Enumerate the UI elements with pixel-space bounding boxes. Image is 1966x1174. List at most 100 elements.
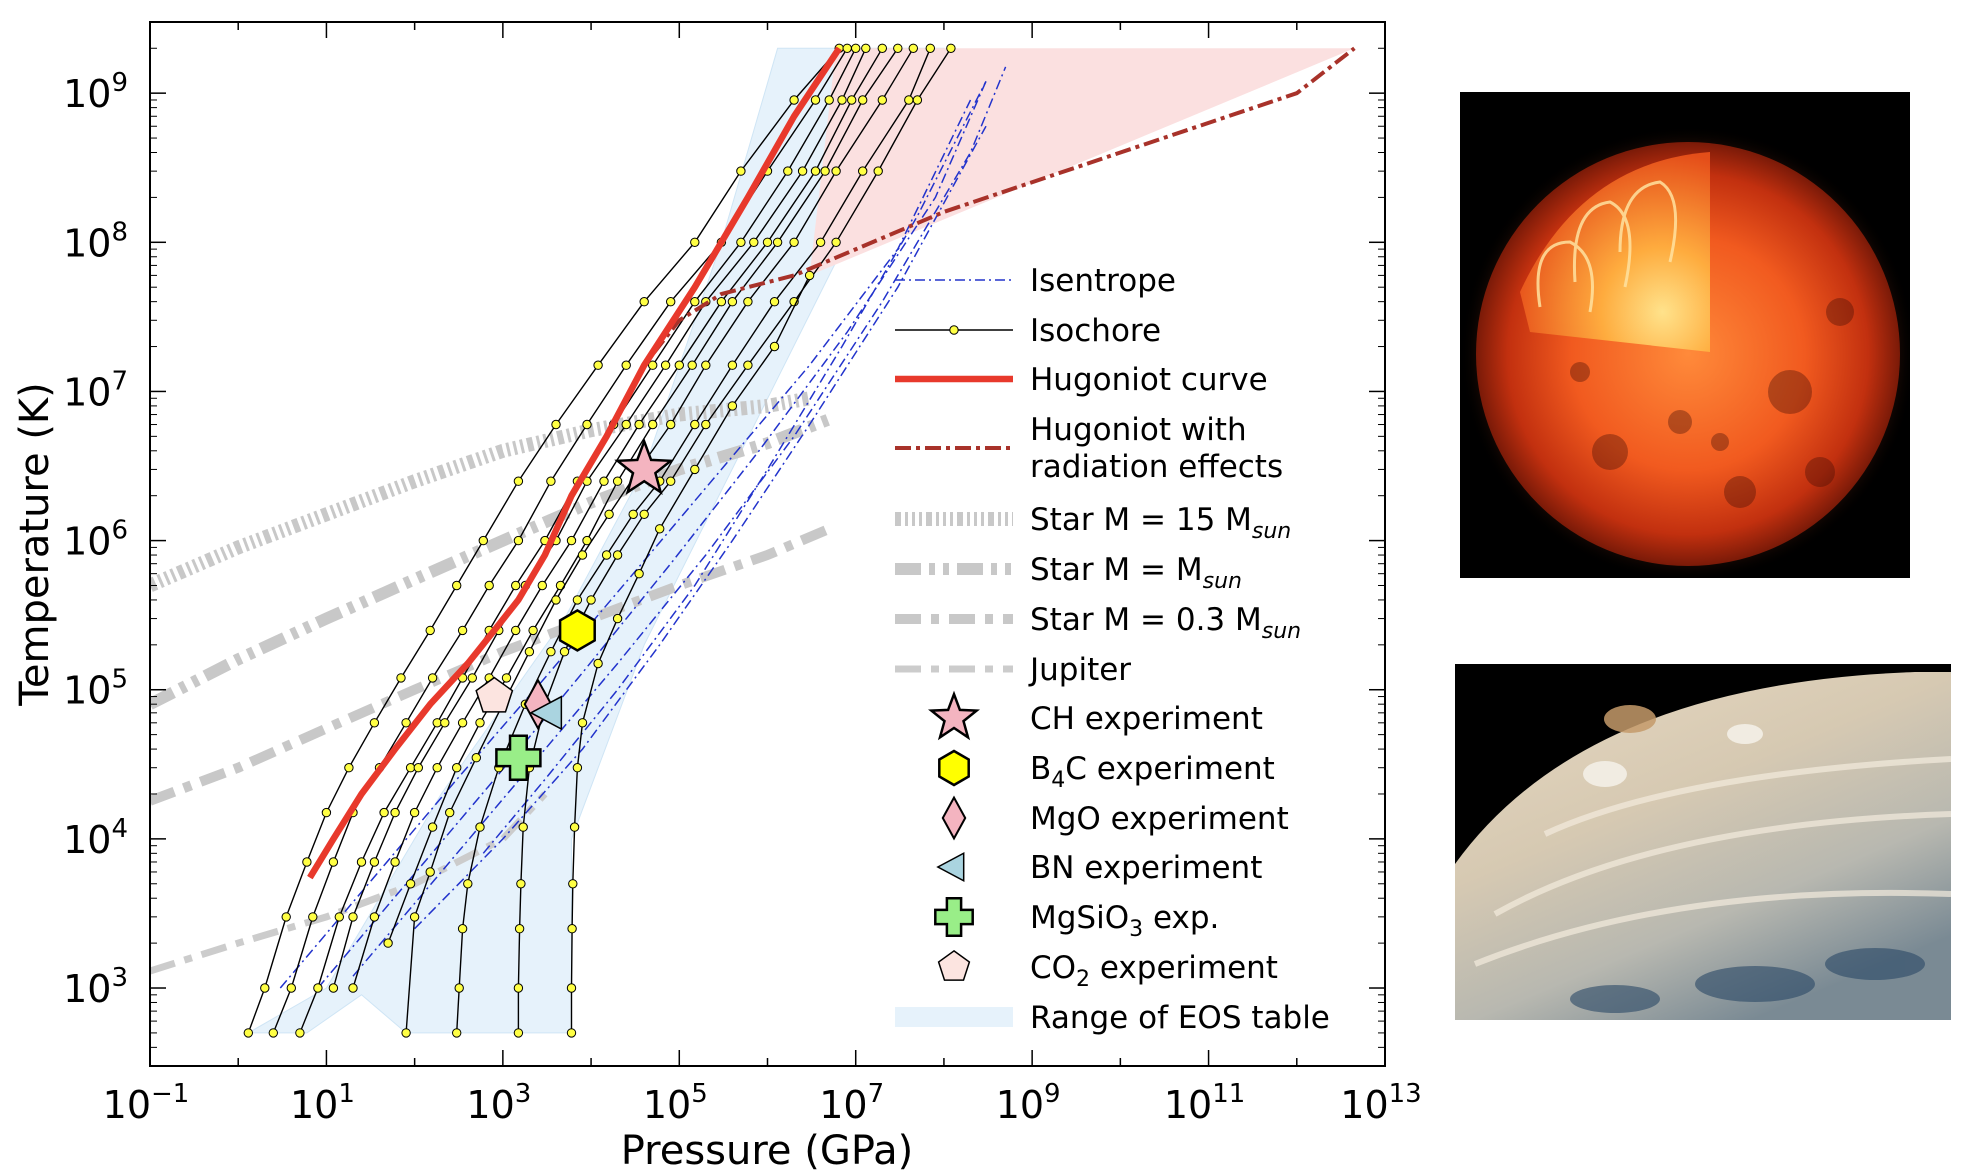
legend-marker-label-0: CH experiment [1030,701,1263,737]
isochore-6-point-4 [471,753,481,763]
isochore-4-point-2 [390,857,400,867]
isochore-2-point-9 [511,580,521,591]
isochore-5-point-15 [858,95,868,105]
legend-marker-3 [936,852,965,882]
y-axis-label: Temperature (K) [12,382,58,707]
isochore-2-point-2 [334,912,344,922]
sun-cutaway-image [1460,92,1910,578]
x-tick-label-3: 105 [643,1079,708,1127]
isochore-3-point-11 [621,419,631,430]
x-tick-label-4: 107 [819,1079,884,1127]
isochore-6-point-3 [445,807,455,818]
isochore-8-point-16 [873,166,883,176]
isochore-7-point-7 [546,647,556,657]
isochore-7-point-15 [815,237,826,248]
legend-marker-5 [937,949,971,981]
isochore-8-point-4 [518,822,528,832]
x-axis-label: Pressure (GPa) [621,1128,914,1174]
isochore-1-point-13 [621,360,631,370]
experiment-marker-1 [558,608,596,652]
legend-marker-4 [934,897,974,937]
isochore-6-point-7 [551,595,561,605]
isochore-9-point-10 [655,524,665,534]
isentrope-1 [317,81,987,989]
isochore-7-point-0 [452,1028,462,1038]
isochore-7-point-14 [769,297,780,307]
isochore-2-point-13 [648,360,658,370]
star-profiles [150,391,832,975]
isochore-8-point-13 [743,360,753,370]
isochore-6-point-6 [524,647,535,657]
legend-star-label-0: Star M = 15 Msun [1030,502,1291,544]
isochore-3-point-3 [390,807,400,818]
isochore-2-point-4 [379,807,389,818]
star-profile-2 [150,524,832,806]
isochore-9-point-12 [727,401,738,411]
isochore-6-point-15 [831,166,841,176]
axis-ticks [149,21,1386,1067]
isochore-0-point-3 [302,857,312,867]
isentrope-2 [352,66,1007,977]
legend-star-label-1: Star M = Msun [1030,552,1242,594]
legend: Isentrope Isochore Hugoniot curve Hugoniot … [895,263,1330,1036]
isentrope-4 [482,80,987,854]
isochore-1-point-0 [268,1028,278,1038]
isochore-4-point-4 [432,763,442,773]
isochore-0-point-12 [551,419,561,430]
isochore-7-point-8 [572,595,583,605]
isochore-4-point-5 [457,718,468,728]
isochore-4-point-7 [511,625,521,636]
isochore-3-point-2 [369,857,380,867]
isochore-6-point-8 [577,550,588,560]
legend-hugoniot-radiation-label-2: radiation effects [1030,449,1283,485]
isochore-1-point-8 [457,625,468,636]
isentrope-0 [279,99,972,989]
y-tick-label-1: 104 [63,814,128,862]
y-tick-label-4: 107 [63,366,128,414]
isochore-9-point-3 [568,879,578,889]
experiment-marker-4 [495,734,542,781]
legend-hugoniot-label: Hugoniot curve [1030,362,1268,398]
x-tick-label-7: 1013 [1340,1079,1420,1127]
y-tick-label-3: 106 [63,516,128,564]
isochore-8-point-15 [831,237,841,248]
y-tick-label-2: 105 [63,665,128,713]
isochore-0-point-1 [260,983,270,993]
isochore-8-point-2 [514,924,525,934]
isochore-5-point-9 [612,476,623,486]
experiment-marker-2 [523,678,553,731]
isochore-4-point-8 [537,580,547,591]
isochore-7-point-13 [727,360,738,370]
isochore-2-point-1 [313,983,323,993]
isochore-7-point-10 [628,509,638,519]
isochore-3-point-14 [749,237,759,248]
isochore-0-point-13 [593,360,603,370]
isochore-2-point-15 [736,237,746,248]
isochore-2-point-14 [690,297,700,307]
isochore-0-point-5 [344,763,354,773]
isochore-6-point-2 [425,867,435,877]
isochore-1-point-10 [513,535,524,546]
isochore-1-point-14 [666,297,676,307]
isochore-9-point-9 [634,569,644,579]
isochore-1-point-6 [401,718,411,728]
isochore-0-point-9 [452,580,462,591]
isentropes [279,66,1007,989]
isochore-6-point-11 [666,419,676,430]
legend-eos-label: Range of EOS table [1030,1000,1330,1036]
isochore-0-point-15 [690,237,700,248]
legend-marker-0 [928,690,980,741]
isochore-3-point-5 [440,718,450,728]
y-tick-label-5: 108 [63,217,128,265]
isochore-0-point-17 [789,95,799,105]
isochore-4-point-12 [674,360,684,370]
x-tick-label-5: 109 [996,1079,1061,1127]
isochore-9-point-11 [690,464,700,475]
isochore-7-point-12 [690,419,700,430]
isochore-3-point-1 [348,912,358,922]
isochore-4-point-0 [348,983,358,993]
isochore-0-point-0 [243,1028,254,1038]
hugoniot-curves [307,46,1356,880]
isochore-8-point-18 [946,43,956,53]
star-profile-1 [150,413,832,710]
